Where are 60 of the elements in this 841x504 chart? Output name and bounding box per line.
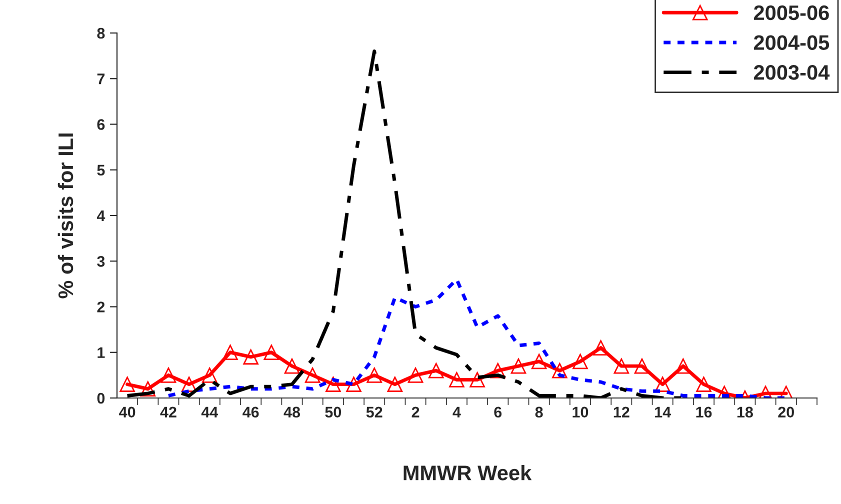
legend-label: 2003-04 (754, 65, 830, 80)
point (572, 354, 588, 370)
x-tick-label: 16 (696, 406, 712, 418)
point (428, 362, 444, 378)
point (614, 358, 630, 374)
point (696, 376, 712, 392)
y-tick-label: 1 (98, 347, 105, 358)
point (304, 368, 320, 383)
x-tick-label: 40 (119, 406, 136, 418)
x-tick-label: 12 (614, 406, 630, 418)
y-tick-label: 4 (96, 210, 106, 222)
point (160, 368, 176, 383)
y-tick-label: 2 (97, 302, 105, 312)
point (243, 349, 258, 365)
y-tick-label: 7 (97, 74, 105, 84)
x-tick-label: 6 (494, 406, 502, 418)
point (284, 358, 300, 374)
y-axis-title: % of visits for ILI (58, 134, 74, 298)
x-tick-label: 46 (242, 406, 259, 418)
y-tick-label: 8 (97, 28, 105, 39)
y-tick-label: 6 (97, 119, 105, 130)
x-tick-label: 48 (284, 406, 300, 418)
x-tick-label: 42 (160, 406, 176, 418)
legend-label: 2004-05 (754, 35, 830, 50)
x-tick-label: 10 (572, 406, 588, 418)
point (264, 344, 280, 360)
y-tick-label: 0 (97, 392, 105, 404)
x-tick-label: 20 (778, 406, 794, 418)
point (490, 362, 506, 378)
y-tick-label: 3 (97, 256, 105, 267)
legend-label: 2005-06 (754, 5, 829, 20)
x-tick-label: 44 (201, 406, 218, 418)
x-tick-label: 4 (452, 406, 461, 418)
y-tick-label: 5 (97, 164, 105, 176)
point (120, 376, 135, 392)
point (366, 368, 382, 383)
point (676, 358, 691, 374)
point (510, 358, 526, 374)
point (654, 376, 670, 392)
x-tick-label: 18 (737, 406, 753, 418)
x-tick-label: 8 (535, 406, 543, 418)
point (470, 372, 485, 388)
x-tick-label: 2 (412, 406, 420, 418)
point (634, 358, 650, 374)
point (408, 368, 424, 383)
point (593, 340, 608, 356)
x-axis-title: MMWR Week (404, 465, 532, 480)
point (202, 368, 218, 383)
point (346, 376, 362, 392)
point (181, 376, 197, 392)
point (326, 376, 341, 392)
point (222, 344, 238, 360)
x-tick-label: 52 (366, 406, 382, 418)
point (387, 376, 403, 392)
point (552, 362, 568, 378)
x-tick-label: 14 (655, 406, 672, 418)
point (140, 381, 156, 397)
point (531, 354, 547, 370)
point (449, 372, 464, 388)
x-tick-label: 50 (325, 406, 342, 418)
